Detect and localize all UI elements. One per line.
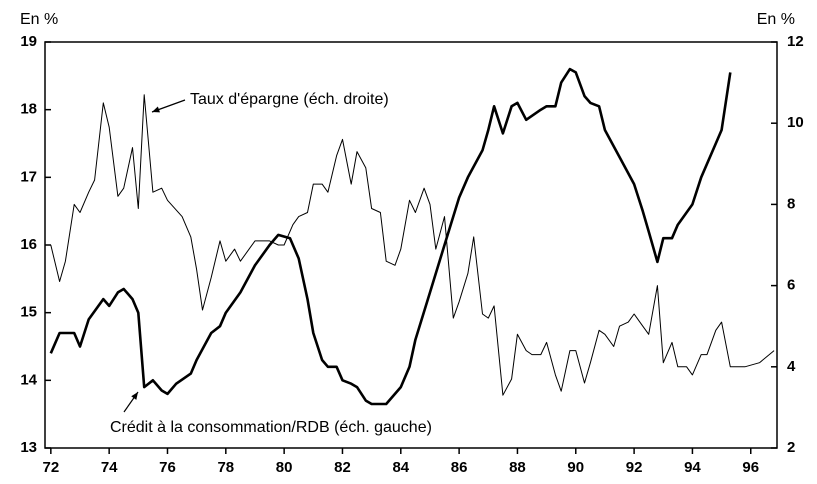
x-tick-label: 94: [684, 459, 701, 476]
data-line: [50, 94, 775, 396]
y-tick-label: 18: [20, 101, 37, 118]
y-axis-label: En %: [20, 11, 58, 28]
x-tick-label: 76: [159, 459, 176, 476]
x-tick-label: 84: [392, 459, 409, 476]
x-tick-label: 90: [567, 459, 584, 476]
arrow-head: [131, 392, 138, 400]
y2-tick-label: 6: [787, 277, 795, 294]
x-tick-label: 78: [217, 459, 234, 476]
x-tick-label: 74: [101, 459, 118, 476]
y-tick-label: 14: [20, 371, 37, 388]
y2-tick-label: 2: [787, 439, 795, 456]
x-tick-label: 82: [334, 459, 351, 476]
x-tick-label: 80: [276, 459, 293, 476]
x-tick-label: 88: [509, 459, 526, 476]
x-tick-label: 86: [451, 459, 468, 476]
y-tick-label: 17: [20, 168, 37, 185]
series-annotation: Taux d'épargne (éch. droite): [190, 91, 389, 108]
y2-tick-label: 4: [787, 358, 796, 375]
y-tick-label: 13: [20, 439, 37, 456]
plot-frame: [44, 41, 778, 449]
y-tick-label: 19: [20, 33, 37, 50]
y-tick-label: 15: [20, 304, 37, 321]
y2-tick-label: 12: [787, 33, 804, 50]
x-tick-label: 92: [626, 459, 643, 476]
x-tick-label: 96: [742, 459, 759, 476]
series-annotation: Crédit à la consommation/RDB (éch. gauch…: [110, 419, 432, 436]
arrow-head: [152, 106, 160, 113]
y2-tick-label: 8: [787, 195, 795, 212]
y-tick-label: 16: [20, 236, 37, 253]
y2-axis-label: En %: [757, 11, 795, 28]
y2-tick-label: 10: [787, 114, 804, 131]
x-tick-label: 72: [42, 459, 59, 476]
data-line: [49, 67, 732, 406]
